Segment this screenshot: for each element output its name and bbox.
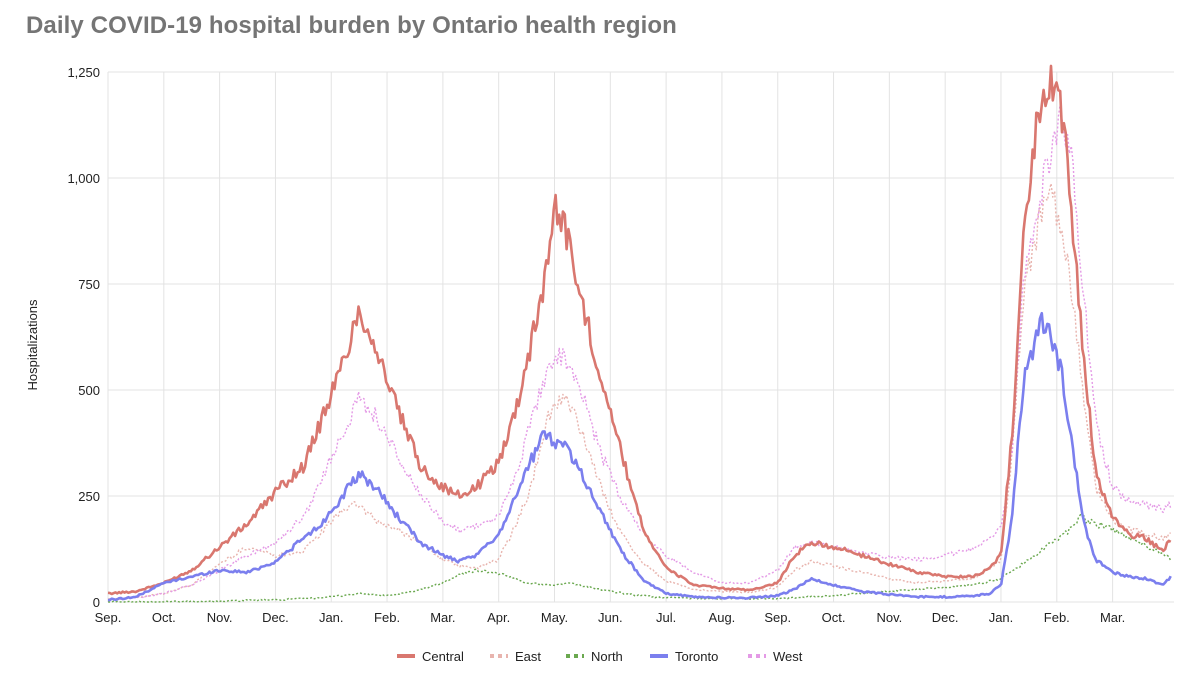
y-axis-title: Hospitalizations xyxy=(25,299,40,391)
legend-label: Toronto xyxy=(675,649,718,664)
x-tick-label: Feb. xyxy=(1044,610,1070,625)
x-tick-label: Oct. xyxy=(152,610,176,625)
x-tick-label: Nov. xyxy=(207,610,233,625)
series-line-north xyxy=(107,513,1172,603)
x-tick-label: May. xyxy=(541,610,568,625)
y-tick-label: 1,250 xyxy=(67,65,100,80)
series-line-east xyxy=(107,182,1171,601)
y-tick-label: 0 xyxy=(93,595,100,610)
legend-item-east: East xyxy=(490,649,541,664)
x-tick-label: Apr. xyxy=(487,610,510,625)
chart-title: Daily COVID-19 hospital burden by Ontari… xyxy=(26,12,677,39)
y-tick-label: 500 xyxy=(78,383,100,398)
grid-layer xyxy=(107,71,1174,603)
series-layer xyxy=(107,64,1172,603)
legend-item-west: West xyxy=(748,649,803,664)
y-tick-label: 750 xyxy=(78,277,100,292)
legend-item-central: Central xyxy=(397,649,464,664)
x-tick-label: Dec. xyxy=(932,610,959,625)
x-tick-label: Nov. xyxy=(876,610,902,625)
series-line-toronto xyxy=(108,311,1172,602)
y-tick-label: 1,000 xyxy=(67,171,100,186)
x-tick-label: Oct. xyxy=(822,610,846,625)
x-tick-label: Aug. xyxy=(709,610,736,625)
legend-label: Central xyxy=(422,649,464,664)
legend-label: West xyxy=(773,649,803,664)
series-line-west xyxy=(107,103,1172,601)
series-line-central xyxy=(107,64,1172,596)
axis-layer: Hospitalizations 0 250 500 750 1,000 1,250 Sep… xyxy=(25,65,1125,625)
legend-item-north: North xyxy=(566,649,623,664)
x-tick-label: Feb. xyxy=(374,610,400,625)
x-tick-label: Jun. xyxy=(598,610,623,625)
legend-label: North xyxy=(591,649,623,664)
x-tick-label: Mar. xyxy=(1100,610,1125,625)
legend: Central East North Toronto West xyxy=(397,649,803,664)
legend-label: East xyxy=(515,649,541,664)
x-tick-label: Sep. xyxy=(764,610,791,625)
x-tick-label: Dec. xyxy=(262,610,289,625)
x-tick-label: Jan. xyxy=(319,610,344,625)
x-tick-label: Mar. xyxy=(430,610,455,625)
legend-item-toronto: Toronto xyxy=(650,649,718,664)
x-tick-label: Sep. xyxy=(95,610,122,625)
x-tick-label: Jan. xyxy=(989,610,1014,625)
y-tick-label: 250 xyxy=(78,489,100,504)
x-tick-label: Jul. xyxy=(656,610,676,625)
